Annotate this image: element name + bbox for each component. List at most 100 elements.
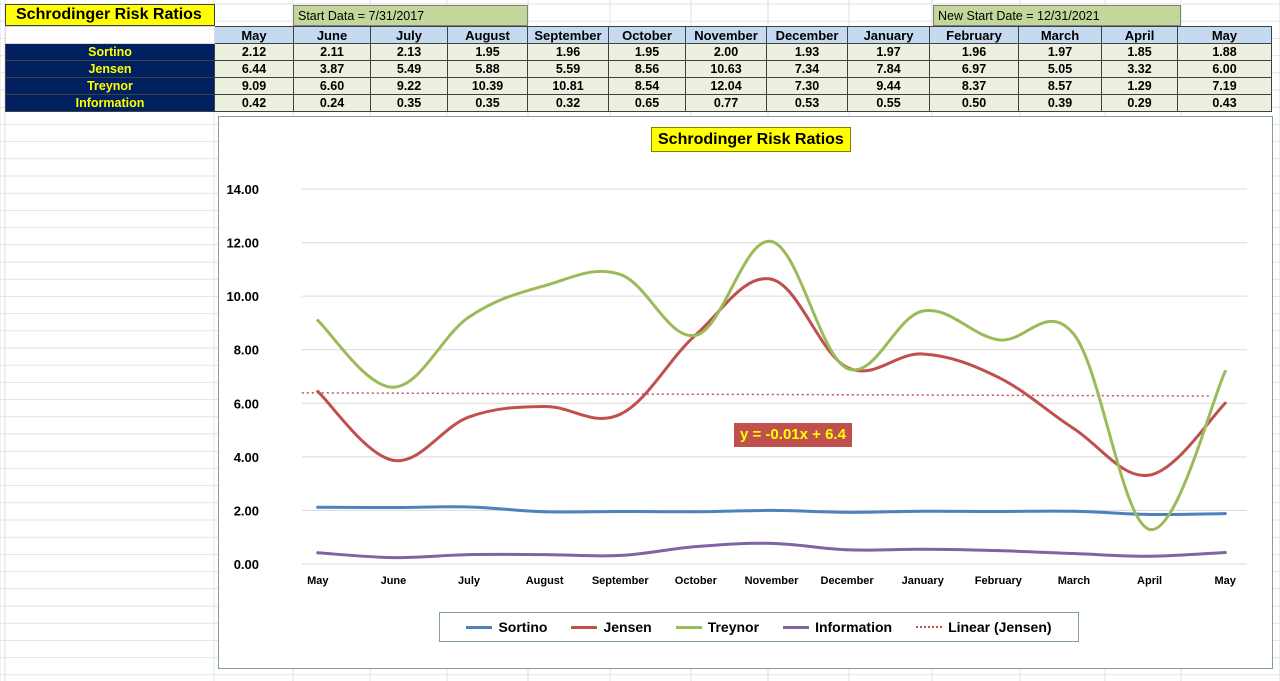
data-point-information	[694, 545, 698, 549]
x-tick-label: May	[307, 575, 329, 587]
table-cell: 8.57	[1018, 77, 1102, 95]
data-point-jensen	[1148, 473, 1152, 477]
data-point-sortino	[543, 510, 547, 514]
table-cell: 6.60	[293, 77, 371, 95]
y-tick-label: 14.00	[226, 182, 259, 197]
table-cell: 1.85	[1101, 43, 1178, 61]
data-point-information	[543, 553, 547, 557]
table-cell: 1.97	[847, 43, 930, 61]
table-cell: 9.44	[847, 77, 930, 95]
data-point-treynor	[1072, 332, 1076, 336]
data-point-jensen	[1072, 427, 1076, 431]
data-point-information	[845, 548, 849, 552]
x-tick-label: August	[526, 575, 564, 587]
chart-plot-area: 0.00 2.00 4.00 6.00 8.00 10.00 12.00 14.00 May Ju…	[226, 182, 1247, 587]
data-point-sortino	[770, 508, 773, 512]
x-tick-label: September	[592, 575, 650, 587]
data-point-sortino	[845, 510, 849, 514]
table-row: Sortino 2.12 2.11 2.13 1.95 1.96 1.95 2.00 1.93 1…	[5, 43, 1272, 61]
table-cell: 8.37	[929, 77, 1019, 95]
series-line-treynor	[316, 239, 1227, 531]
row-label: Jensen	[5, 60, 215, 78]
data-point-treynor	[316, 319, 320, 323]
table-corner	[5, 26, 215, 44]
data-point-jensen	[996, 375, 1000, 379]
month-header: May	[1177, 26, 1272, 44]
table-row: Treynor 9.09 6.60 9.22 10.39 10.81 8.54 12.04 7.…	[5, 77, 1272, 95]
table-cell: 0.55	[847, 94, 930, 112]
legend-swatch	[916, 626, 943, 628]
x-tick-label: December	[821, 575, 875, 587]
month-header: July	[370, 26, 448, 44]
table-cell: 5.59	[527, 60, 609, 78]
trendline-linear-jensen	[301, 392, 1210, 397]
table-cell: 2.12	[214, 43, 294, 61]
table-cell: 10.39	[447, 77, 528, 95]
legend-entry: Treynor	[675, 619, 760, 635]
legend-entry: Linear (Jensen)	[916, 619, 1052, 635]
month-header: November	[685, 26, 767, 44]
table-cell: 3.32	[1101, 60, 1178, 78]
y-tick-label: 2.00	[234, 503, 259, 518]
table-cell: 0.35	[447, 94, 528, 112]
table-cell: 2.11	[293, 43, 371, 61]
data-point-information	[316, 551, 320, 555]
data-point-information	[618, 553, 622, 557]
sheet-title: Schrodinger Risk Ratios	[5, 4, 215, 26]
data-point-information	[921, 547, 925, 551]
data-point-jensen	[391, 458, 395, 462]
row-label: Information	[5, 94, 215, 112]
y-tick-label: 4.00	[234, 450, 259, 465]
month-header: December	[766, 26, 848, 44]
y-tick-label: 8.00	[234, 343, 259, 358]
table-cell: 6.00	[1177, 60, 1272, 78]
data-point-treynor	[391, 385, 395, 389]
table-cell: 0.43	[1177, 94, 1272, 112]
data-point-information	[391, 556, 395, 560]
month-header: June	[293, 26, 371, 44]
table-cell: 6.44	[214, 60, 294, 78]
table-cell: 0.77	[685, 94, 767, 112]
table-cell: 1.95	[447, 43, 528, 61]
table-cell: 0.42	[214, 94, 294, 112]
data-point-sortino	[921, 509, 925, 513]
month-header-row: May June July August September October N…	[5, 26, 1272, 44]
trendline-equation-label: y = -0.01x + 6.4	[734, 423, 852, 447]
data-point-sortino	[1223, 512, 1227, 516]
table-cell: 1.97	[1018, 43, 1102, 61]
table-cell: 9.09	[214, 77, 294, 95]
data-point-sortino	[391, 505, 395, 509]
table-cell: 0.65	[608, 94, 686, 112]
legend-swatch	[466, 625, 493, 629]
table-cell: 9.22	[370, 77, 448, 95]
x-tick-label: October	[675, 575, 718, 587]
data-point-information	[1072, 552, 1076, 556]
table-cell: 5.49	[370, 60, 448, 78]
chart-title: Schrodinger Risk Ratios	[651, 127, 851, 152]
y-tick-label: 12.00	[226, 236, 259, 251]
month-header: March	[1018, 26, 1102, 44]
data-point-information	[1223, 550, 1227, 554]
table-cell: 1.93	[766, 43, 848, 61]
row-label: Sortino	[5, 43, 215, 61]
x-tick-label: March	[1058, 575, 1091, 587]
legend-swatch	[783, 625, 810, 629]
legend-entry: Sortino	[466, 619, 547, 635]
legend-label: Jensen	[603, 619, 652, 635]
table-cell: 1.88	[1177, 43, 1272, 61]
x-tick-label: June	[381, 575, 407, 587]
legend-label: Treynor	[707, 619, 760, 635]
y-tick-label: 10.00	[226, 289, 259, 304]
table-cell: 1.29	[1101, 77, 1178, 95]
legend-label: Sortino	[498, 619, 548, 635]
data-point-treynor	[770, 240, 773, 243]
data-point-treynor	[618, 272, 622, 276]
table-row: Jensen 6.44 3.87 5.49 5.88 5.59 8.56 10.63 7.34 7…	[5, 60, 1272, 78]
table-cell: 0.50	[929, 94, 1019, 112]
legend-label: Information	[815, 619, 893, 635]
table-cell: 2.13	[370, 43, 448, 61]
data-point-treynor	[467, 315, 471, 319]
series-line-information	[316, 541, 1227, 560]
data-point-sortino	[1072, 509, 1076, 513]
line-chart: 0.00 2.00 4.00 6.00 8.00 10.00 12.00 14.00 May Ju…	[218, 116, 1273, 669]
